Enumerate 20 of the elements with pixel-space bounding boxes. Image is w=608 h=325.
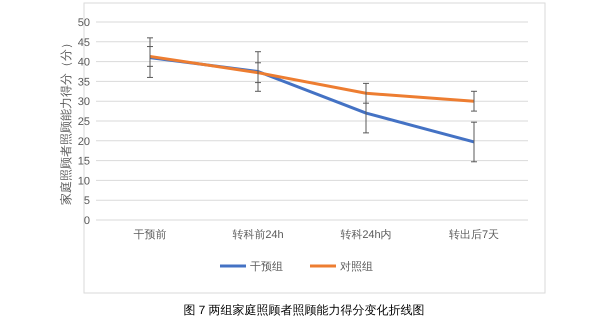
y-axis-title: 家庭照顾者照顾能力得分（分） xyxy=(59,37,73,205)
y-tick-label: 20 xyxy=(78,136,90,148)
caption: 图 7 两组家庭照顾者照顾能力得分变化折线图 xyxy=(183,303,425,317)
y-tick-label: 40 xyxy=(78,56,90,69)
y-tick-label: 25 xyxy=(78,116,90,128)
legend-label: 干预组 xyxy=(250,261,283,273)
line-series xyxy=(148,54,476,103)
y-tick-label: 45 xyxy=(78,36,90,49)
y-tick-label: 35 xyxy=(78,76,90,88)
x-tick-label: 转出后7天 xyxy=(448,228,500,241)
y-tick-label: 15 xyxy=(78,156,90,168)
y-tick-label: 50 xyxy=(78,17,90,29)
x-tick-label: 转科24h内 xyxy=(340,228,392,241)
y-tick-label: 10 xyxy=(78,175,90,188)
y-tick-label: 30 xyxy=(78,96,90,108)
x-tick-label: 转科前24h xyxy=(232,229,284,241)
x-tick-label: 干预前 xyxy=(134,229,166,241)
legend-label: 对照组 xyxy=(340,260,373,273)
y-tick-label: 0 xyxy=(84,215,90,227)
y-tick-label: 5 xyxy=(84,195,90,208)
